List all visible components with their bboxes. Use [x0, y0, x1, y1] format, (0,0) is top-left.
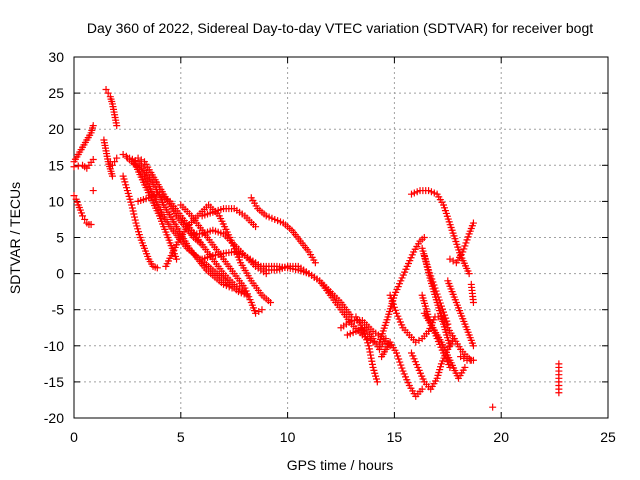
data-point — [79, 212, 87, 220]
data-point — [74, 162, 82, 170]
y-tick-label: 15 — [48, 157, 64, 173]
x-tick-label: 15 — [387, 429, 403, 445]
y-tick-label: 5 — [56, 230, 64, 246]
data-point — [173, 255, 181, 263]
y-tick-label: 0 — [56, 266, 64, 282]
data-point — [368, 357, 376, 365]
data-point — [440, 308, 448, 316]
data-point — [153, 264, 161, 272]
data-point — [462, 239, 470, 247]
data-point — [130, 210, 138, 218]
data-point — [362, 333, 370, 341]
data-point — [360, 330, 368, 338]
data-point — [446, 363, 454, 371]
data-point — [87, 221, 95, 229]
data-point — [469, 298, 477, 306]
data-point — [108, 161, 116, 169]
x-axis-label: GPS time / hours — [287, 457, 394, 473]
data-point — [461, 363, 469, 371]
data-point — [382, 335, 390, 343]
data-point — [391, 306, 399, 314]
data-point — [113, 154, 121, 162]
data-point — [441, 311, 449, 319]
y-tick-label: 20 — [48, 121, 64, 137]
data-point — [459, 248, 467, 256]
data-point — [104, 89, 112, 97]
data-point — [461, 242, 469, 250]
data-point — [463, 236, 471, 244]
data-point — [81, 215, 89, 223]
x-tick-label: 25 — [600, 429, 616, 445]
data-point — [464, 233, 472, 241]
data-point — [366, 348, 374, 356]
data-point — [365, 345, 373, 353]
x-tick-label: 5 — [177, 429, 185, 445]
data-point — [111, 158, 119, 166]
data-point — [420, 234, 428, 241]
data-point — [460, 245, 468, 253]
data-point — [393, 349, 401, 357]
data-point — [442, 314, 450, 322]
data-point — [89, 187, 97, 195]
data-point — [397, 361, 405, 369]
data-point — [128, 201, 136, 209]
data-point — [364, 339, 372, 347]
data-point — [129, 207, 137, 215]
data-point — [70, 163, 78, 171]
data-point — [555, 389, 563, 397]
data-point — [365, 342, 373, 350]
data-point — [367, 351, 375, 359]
data-point — [131, 216, 139, 224]
data-point — [267, 298, 275, 306]
data-point — [258, 306, 266, 314]
y-tick-label: -5 — [52, 302, 65, 318]
axis-ticks — [73, 56, 609, 419]
data-point — [113, 122, 121, 130]
x-tick-label: 20 — [493, 429, 509, 445]
data-point — [367, 354, 375, 362]
y-tick-label: 30 — [48, 49, 64, 65]
y-tick-label: 10 — [48, 193, 64, 209]
data-point — [446, 342, 454, 350]
y-tick-label: 25 — [48, 85, 64, 101]
data-point — [398, 364, 406, 372]
data-point — [108, 172, 116, 180]
data-point — [390, 303, 398, 311]
tick-labels: 0 5 10 15 20 25 -20 -15 -10 -5 0 5 10 15 20 25 30 — [44, 49, 616, 445]
x-tick-label: 0 — [70, 429, 78, 445]
data-point — [363, 336, 371, 344]
data-point — [70, 192, 78, 200]
data-point — [368, 360, 376, 368]
data-point — [450, 335, 458, 343]
data-point — [311, 259, 319, 267]
data-point — [128, 204, 136, 212]
data-point — [438, 305, 446, 313]
data-points — [70, 85, 563, 411]
data-point — [358, 324, 366, 332]
data-point — [395, 355, 403, 363]
chart-title: Day 360 of 2022, Sidereal Day-to-day VTE… — [87, 20, 593, 36]
data-point — [252, 223, 260, 231]
data-point — [373, 378, 381, 386]
data-point — [89, 122, 97, 130]
data-point — [359, 327, 367, 335]
y-tick-label: -10 — [44, 338, 64, 354]
data-point — [102, 85, 110, 93]
data-point — [89, 156, 97, 164]
data-point — [469, 342, 477, 350]
y-axis-label: SDTVAR / TECUs — [7, 182, 23, 294]
x-tick-label: 10 — [280, 429, 296, 445]
data-point — [465, 270, 473, 278]
data-point — [489, 403, 497, 411]
data-point — [394, 352, 402, 360]
data-point — [469, 356, 477, 364]
y-tick-label: -15 — [44, 374, 64, 390]
data-point — [469, 219, 477, 227]
data-point — [131, 213, 139, 221]
data-point — [418, 385, 426, 393]
y-tick-label: -20 — [44, 410, 64, 426]
data-point — [396, 358, 404, 366]
